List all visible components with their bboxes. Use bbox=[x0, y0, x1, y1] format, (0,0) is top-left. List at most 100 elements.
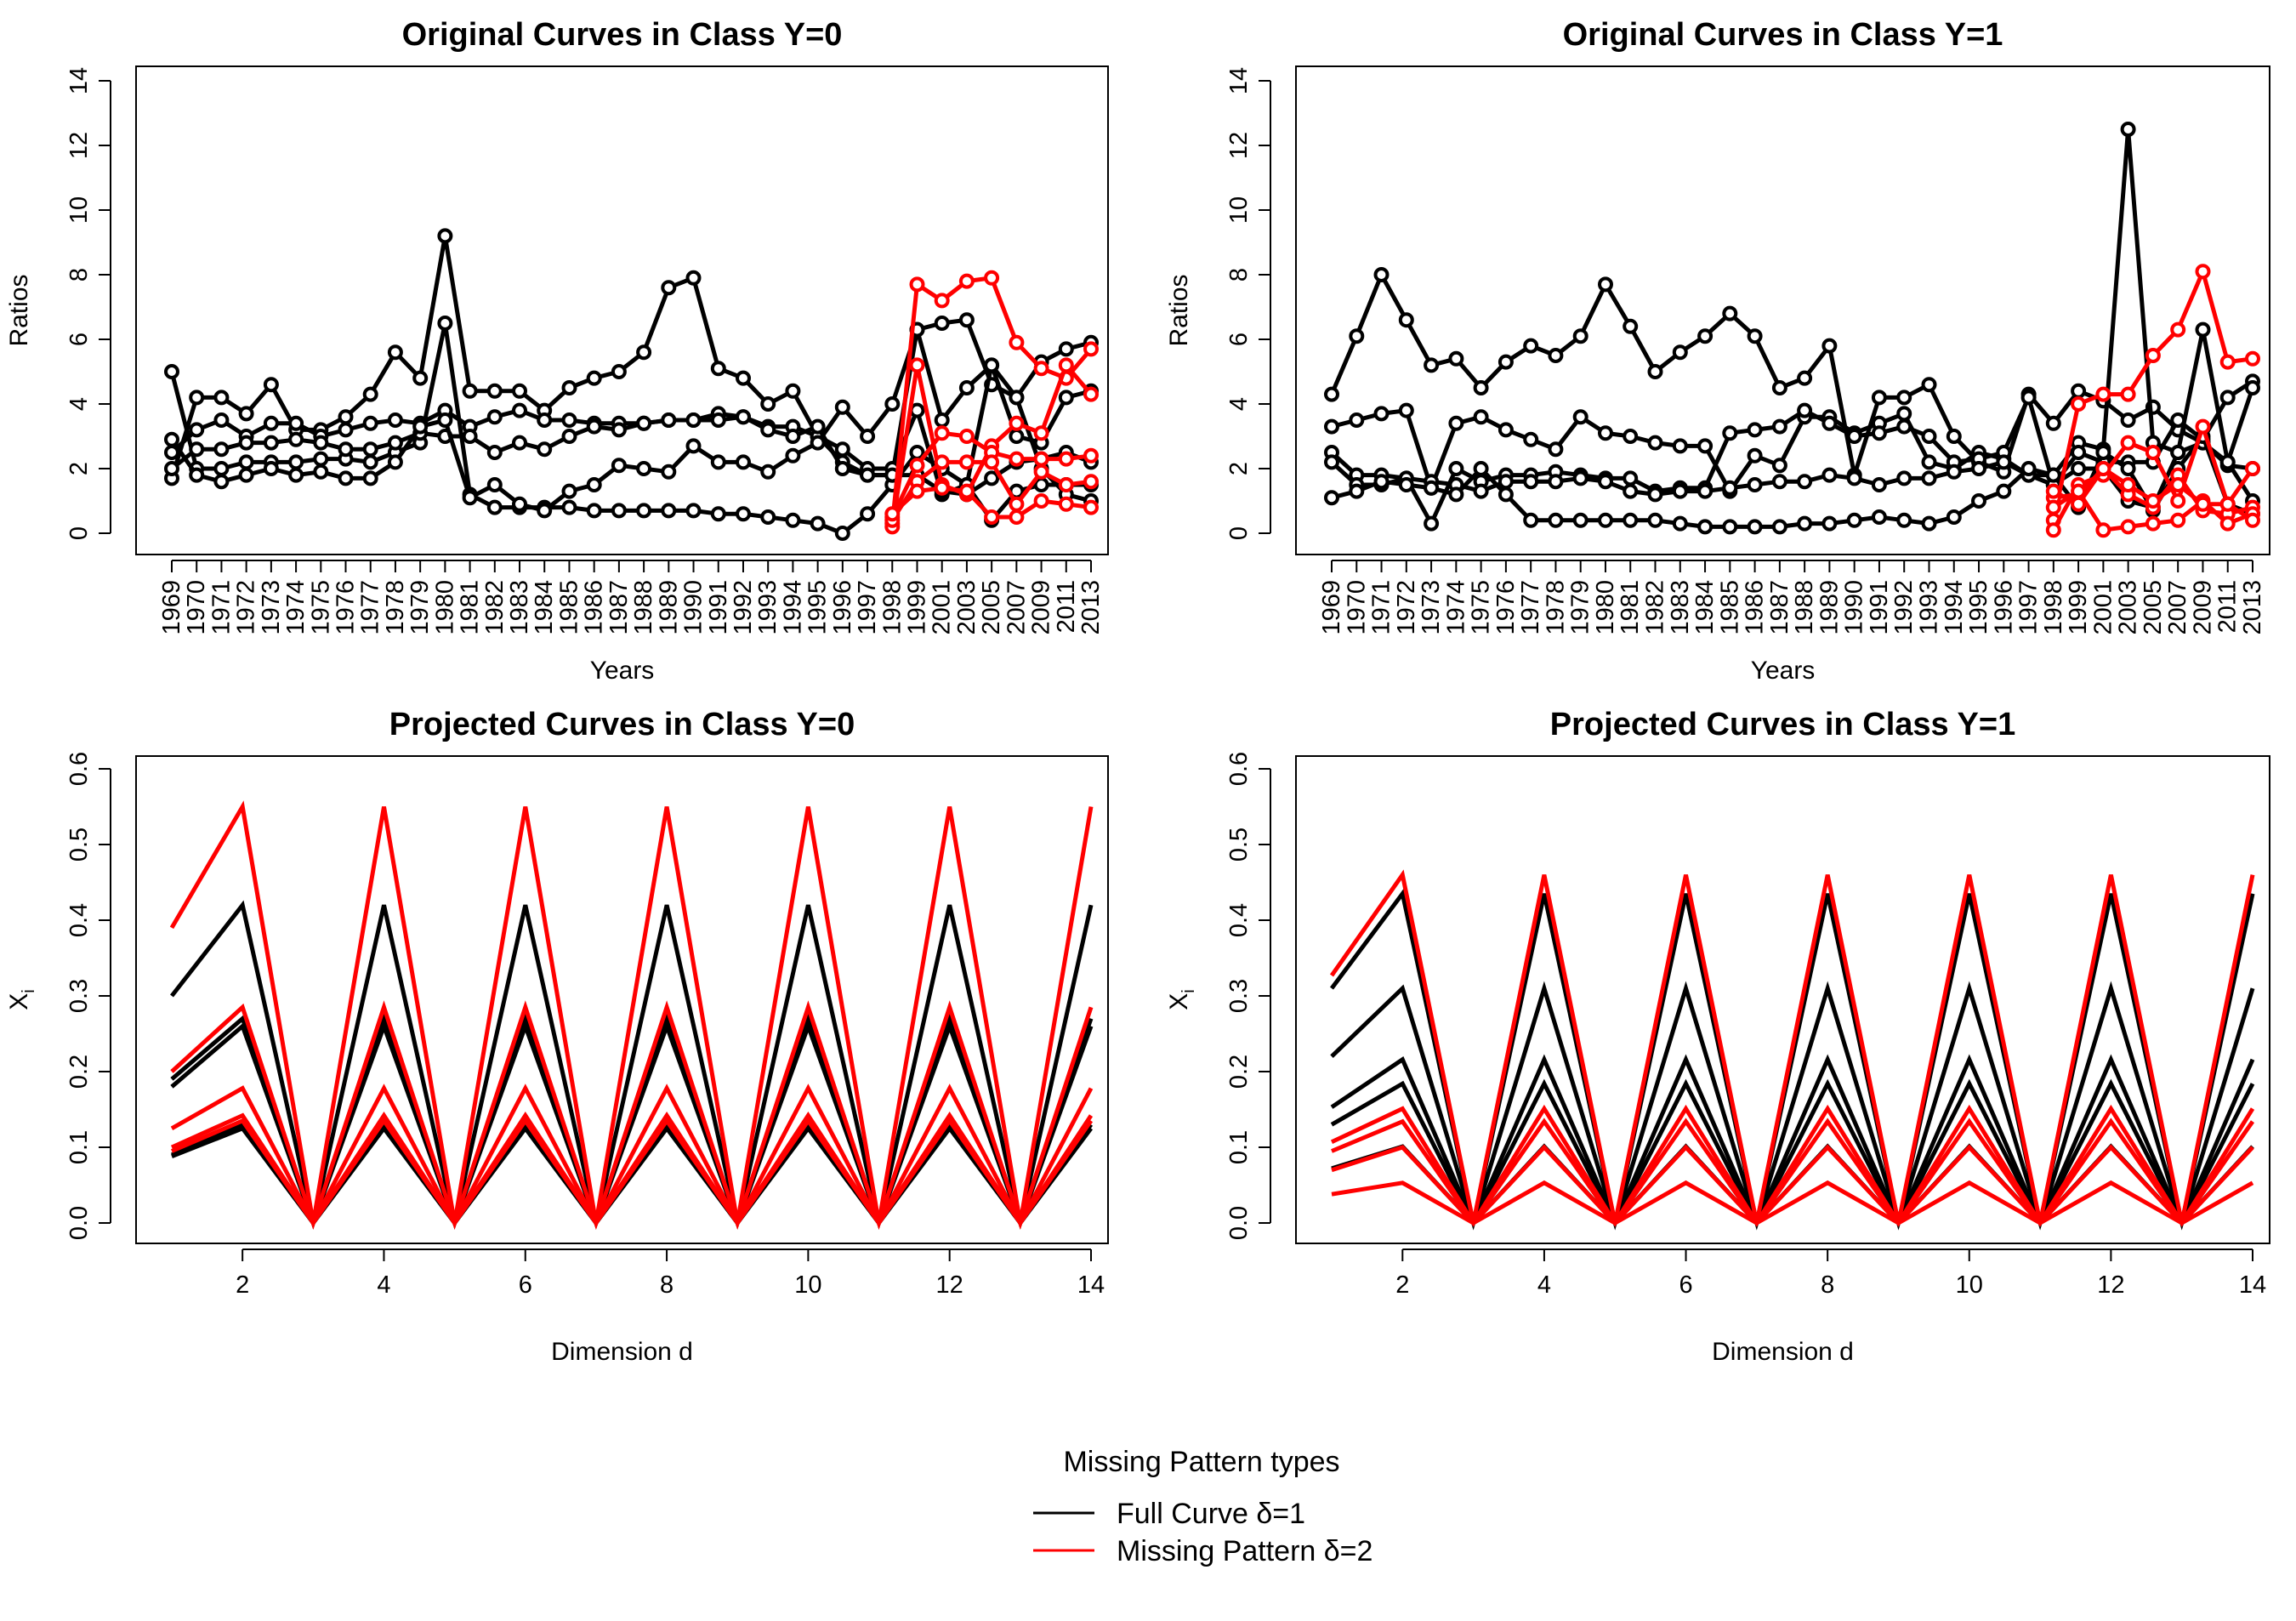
data-point-full-5 bbox=[934, 412, 950, 428]
data-point-full-2 bbox=[1473, 409, 1489, 425]
data-point-full-4 bbox=[736, 409, 751, 425]
data-point-full-5 bbox=[1871, 509, 1887, 525]
data-point-full-1 bbox=[1821, 338, 1838, 354]
data-point-full-2 bbox=[1623, 429, 1639, 444]
x-axis-label: Dimension d bbox=[1712, 1338, 1854, 1366]
data-point-full-5 bbox=[636, 461, 652, 476]
series-group bbox=[169, 800, 1094, 1231]
data-point-full-2 bbox=[338, 409, 354, 425]
data-point-full-5 bbox=[1572, 512, 1588, 528]
data-point-full-2 bbox=[512, 383, 527, 399]
data-point-full-4 bbox=[1722, 480, 1738, 496]
series-group bbox=[1329, 869, 2255, 1231]
x-tick-label: 1995 bbox=[1965, 580, 1992, 635]
data-point-missing-1 bbox=[2219, 354, 2236, 370]
data-point-full-4 bbox=[1946, 464, 1962, 480]
data-point-full-1 bbox=[736, 506, 751, 522]
data-point-missing-5 bbox=[958, 483, 975, 499]
data-point-missing-1 bbox=[2095, 386, 2111, 402]
data-point-full-3 bbox=[1896, 418, 1912, 435]
data-point-full-1 bbox=[437, 316, 453, 331]
x-tick-label: 14 bbox=[2239, 1271, 2266, 1299]
x-axis-label: Years bbox=[590, 657, 655, 685]
data-point-full-4 bbox=[2245, 380, 2260, 395]
data-point-full-3 bbox=[189, 422, 205, 438]
data-point-full-1 bbox=[213, 461, 230, 476]
data-point-full-3 bbox=[1871, 425, 1887, 441]
data-point-full-4 bbox=[1598, 474, 1613, 490]
data-point-full-2 bbox=[736, 370, 751, 386]
y-tick-label: 0.2 bbox=[1225, 1055, 1253, 1089]
data-point-full-5 bbox=[1373, 474, 1390, 490]
data-point-full-2 bbox=[1373, 406, 1390, 422]
data-point-full-2 bbox=[1771, 458, 1787, 474]
data-point-full-3 bbox=[834, 441, 850, 458]
data-point-full-4 bbox=[636, 415, 652, 431]
data-point-full-5 bbox=[1349, 483, 1365, 499]
data-point-full-4 bbox=[760, 422, 776, 438]
y-tick-label: 12 bbox=[1225, 132, 1253, 159]
x-tick-label: 2003 bbox=[2115, 580, 2142, 635]
data-point-full-1 bbox=[1672, 344, 1688, 361]
data-point-full-2 bbox=[1747, 447, 1763, 464]
x-tick-label: 1980 bbox=[431, 580, 458, 635]
x-tick-label: 1971 bbox=[207, 580, 235, 635]
x-tick-label: 10 bbox=[794, 1271, 821, 1299]
x-tick-label: 14 bbox=[1077, 1271, 1105, 1299]
data-point-full-5 bbox=[984, 357, 1000, 373]
data-point-full-5 bbox=[561, 483, 577, 499]
data-point-full-5 bbox=[288, 467, 304, 483]
data-point-full-5 bbox=[1747, 519, 1763, 535]
x-tick-label: 1975 bbox=[1468, 580, 1495, 635]
x-tick-label: 1979 bbox=[1567, 580, 1594, 635]
data-point-missing-1 bbox=[958, 273, 975, 289]
data-point-missing-1 bbox=[1083, 341, 1099, 357]
x-tick-label: 1998 bbox=[2040, 580, 2067, 635]
data-point-full-2 bbox=[1398, 402, 1414, 418]
data-point-missing-5 bbox=[2195, 496, 2211, 512]
data-point-full-4 bbox=[486, 445, 503, 460]
data-point-missing-1 bbox=[2245, 350, 2260, 367]
data-point-full-1 bbox=[313, 451, 329, 467]
chart-title: Original Curves in Class Y=0 bbox=[402, 17, 843, 53]
x-tick-label: 1988 bbox=[1791, 580, 1818, 635]
y-tick-label: 2 bbox=[65, 462, 93, 475]
x-tick-label: 8 bbox=[660, 1271, 673, 1299]
x-tick-label: 1981 bbox=[457, 580, 484, 635]
data-point-missing-4 bbox=[2219, 515, 2236, 532]
data-point-full-5 bbox=[884, 396, 901, 412]
data-point-missing-3 bbox=[1083, 447, 1099, 464]
data-point-full-5 bbox=[1523, 512, 1539, 528]
y-tick-label: 0.4 bbox=[1225, 903, 1253, 937]
x-tick-label: 1988 bbox=[630, 580, 657, 635]
data-point-full-5 bbox=[437, 412, 453, 428]
data-point-full-4 bbox=[213, 441, 230, 458]
y-tick-label: 0 bbox=[65, 526, 93, 540]
x-tick-label: 2013 bbox=[2239, 580, 2266, 635]
data-point-full-4 bbox=[860, 467, 876, 483]
data-point-full-4 bbox=[387, 435, 403, 451]
data-point-full-5 bbox=[1697, 519, 1713, 535]
data-point-missing-5 bbox=[2219, 496, 2236, 512]
data-point-full-2 bbox=[486, 383, 503, 399]
data-point-full-5 bbox=[1797, 515, 1813, 532]
y-tick-label: 6 bbox=[1225, 333, 1253, 346]
x-tick-label: 1999 bbox=[2065, 580, 2092, 635]
data-point-full-5 bbox=[338, 470, 354, 486]
data-point-full-2 bbox=[611, 364, 627, 379]
data-point-full-3 bbox=[1821, 415, 1838, 431]
x-tick-label: 1984 bbox=[1691, 580, 1719, 635]
data-point-full-4 bbox=[1324, 454, 1339, 470]
data-point-full-1 bbox=[561, 499, 577, 515]
y-tick-label: 0.4 bbox=[65, 903, 93, 937]
data-point-full-2 bbox=[586, 370, 602, 386]
data-point-full-4 bbox=[2219, 454, 2236, 470]
data-point-full-1 bbox=[238, 454, 254, 470]
x-tick-label: 12 bbox=[936, 1271, 963, 1299]
data-point-full-5 bbox=[2095, 445, 2111, 460]
data-point-full-1 bbox=[1373, 267, 1390, 282]
chart-title: Projected Curves in Class Y=0 bbox=[389, 707, 855, 742]
data-point-full-1 bbox=[288, 454, 304, 470]
data-point-full-2 bbox=[213, 390, 230, 406]
data-point-full-3 bbox=[561, 412, 577, 428]
